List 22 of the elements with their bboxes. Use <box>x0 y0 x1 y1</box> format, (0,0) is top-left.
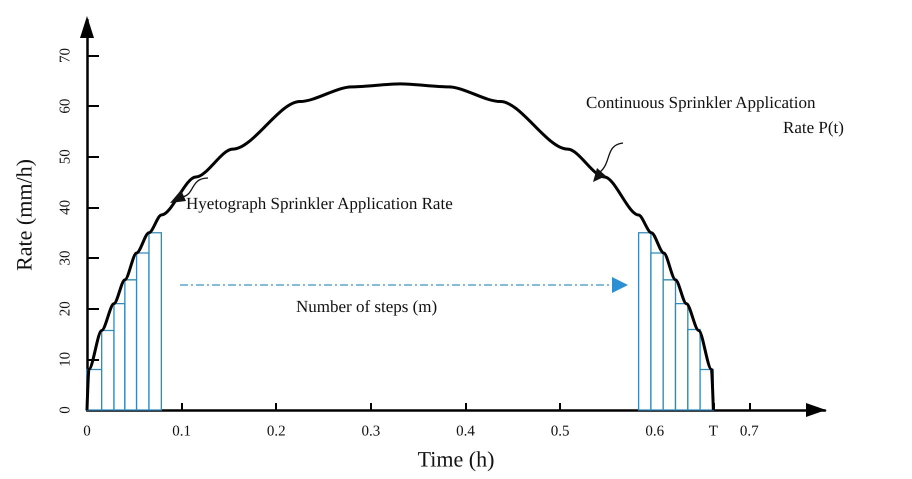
x-tick-label: 0.7 <box>740 424 760 440</box>
x-tick-label: 0 <box>83 424 91 440</box>
annotation: Hyetograph Sprinkler Application Rate <box>186 194 453 213</box>
y-tick-label: 0 <box>58 406 74 414</box>
y-tick-label: 10 <box>58 352 74 367</box>
y-axis-title: Rate (mm/h) <box>12 159 36 271</box>
x-axis-title: Time (h) <box>418 446 494 472</box>
y-tick-label: 20 <box>58 301 74 316</box>
x-tick-label: 0.2 <box>266 424 286 440</box>
annotation: Continuous Sprinkler Application Rate P(t) <box>586 93 844 137</box>
y-tick-label: 70 <box>58 48 74 63</box>
x-tick-label: 0.5 <box>550 424 570 440</box>
x-tick-label: 0.3 <box>361 424 380 440</box>
y-tick-label: 50 <box>58 149 74 164</box>
x-tick-label: 0.6 <box>645 424 665 440</box>
x-tick-label: 0.1 <box>172 424 191 440</box>
y-tick-label: 40 <box>58 200 74 215</box>
annotation: Number of steps (m) <box>296 297 438 316</box>
x-tick-label: 0.4 <box>456 424 476 440</box>
y-tick-label: 30 <box>58 250 74 266</box>
y-tick-label: 60 <box>58 98 74 114</box>
x-tick-label: T <box>708 424 718 440</box>
